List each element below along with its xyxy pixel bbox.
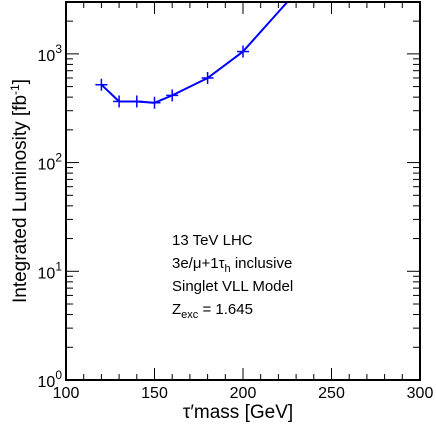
annotation-subscript: exc: [181, 309, 199, 321]
x-axis-title: τ′mass [GeV]: [183, 402, 293, 423]
x-tick-label: 150: [141, 385, 168, 402]
y-axis-label-sup: -1: [8, 84, 22, 95]
y-tick-label: 102: [38, 151, 63, 174]
y-tick-exponent: 0: [55, 368, 62, 382]
y-axis-label: Integrated Luminosity [fb: [10, 95, 31, 303]
plot-frame: [65, 1, 421, 381]
annotation-line: Singlet VLL Model: [172, 278, 293, 295]
data-point-marker: [113, 95, 126, 108]
y-tick-exponent: 3: [55, 42, 62, 56]
annotation-subscript: h: [225, 263, 231, 275]
x-tick-label: 250: [318, 385, 345, 402]
annotation-text: = 1.645: [198, 301, 253, 318]
x-tick-labels: 100 150 200 250 300: [53, 385, 434, 402]
y-tick-base: 10: [38, 374, 56, 391]
annotation-line: 13 TeV LHC: [172, 232, 253, 249]
annotations: 13 TeV LHC 3e/μ+1τh inclusive Singlet VLL …: [172, 232, 293, 321]
y-tick-label: 101: [38, 259, 63, 282]
annotation-text: Z: [172, 301, 181, 318]
y-axis-label-close: ]: [10, 79, 31, 84]
annotation-text: 3e/μ+1τ: [172, 255, 225, 272]
x-tick-label: 300: [407, 385, 434, 402]
data-point-marker: [130, 95, 143, 108]
y-axis-title: Integrated Luminosity [fb-1]: [8, 79, 31, 303]
data-point-marker: [148, 96, 161, 109]
data-point-marker: [166, 89, 179, 102]
y-tick-base: 10: [38, 48, 56, 65]
series-layer: [95, 1, 289, 109]
x-tick-label: 200: [230, 385, 257, 402]
y-tick-exponent: 2: [55, 151, 62, 165]
data-point-marker: [237, 45, 249, 58]
annotation-line: Zexc = 1.645: [172, 301, 253, 321]
y-tick-exponent: 1: [55, 259, 62, 273]
x-axis-label: mass [GeV]: [194, 402, 293, 423]
y-tick-base: 10: [38, 157, 56, 174]
y-tick-base: 10: [38, 265, 56, 282]
data-point-marker: [95, 78, 108, 91]
annotation-text: inclusive: [231, 255, 293, 272]
y-tick-label: 100: [38, 368, 63, 391]
annotation-line: 3e/μ+1τh inclusive: [172, 255, 292, 275]
data-point-marker: [201, 71, 214, 84]
x-axis-symbol: τ′: [183, 402, 195, 423]
y-tick-label: 103: [38, 42, 63, 65]
x-tick-label: 100: [53, 385, 80, 402]
